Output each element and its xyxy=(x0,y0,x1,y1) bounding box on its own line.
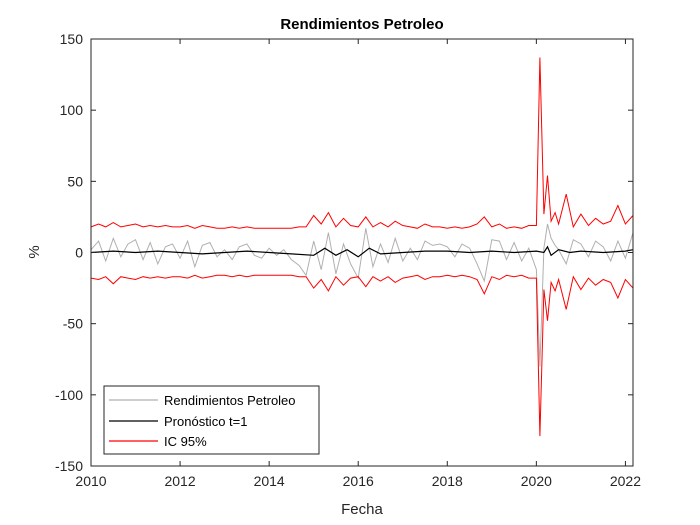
legend-label-pronostico: Pronóstico t=1 xyxy=(164,414,247,429)
x-tick-label: 2018 xyxy=(432,473,463,489)
y-tick-label: 150 xyxy=(60,31,84,47)
y-tick-label: 0 xyxy=(75,245,83,261)
x-tick-label: 2020 xyxy=(521,473,552,489)
y-tick-label: -150 xyxy=(55,458,83,474)
series-rendimientos-line xyxy=(90,223,634,367)
legend-label-ic95: IC 95% xyxy=(164,434,207,449)
x-tick-label: 2022 xyxy=(610,473,641,489)
y-axis-label: % xyxy=(26,245,43,258)
series-ic95-lower-line xyxy=(90,274,634,437)
x-tick-label: 2012 xyxy=(164,473,195,489)
legend-label-rendimientos: Rendimientos Petroleo xyxy=(164,393,296,408)
x-axis: 2010 2012 2014 2016 2018 2020 2022 xyxy=(75,39,641,489)
x-tick-label: 2014 xyxy=(254,473,285,489)
y-tick-label: -100 xyxy=(55,387,83,403)
legend: Rendimientos Petroleo Pronóstico t=1 IC … xyxy=(103,385,320,455)
y-axis: -150 -100 -50 0 50 100 150 xyxy=(55,31,633,474)
y-tick-label: -50 xyxy=(63,316,83,332)
series-pronostico-line xyxy=(90,245,634,258)
legend-box xyxy=(103,385,320,455)
x-axis-label: Fecha xyxy=(341,501,383,518)
chart-title: Rendimientos Petroleo xyxy=(280,16,443,33)
y-tick-label: 100 xyxy=(60,102,84,118)
y-tick-label: 50 xyxy=(67,173,83,189)
x-tick-label: 2016 xyxy=(343,473,374,489)
series-layer xyxy=(90,57,634,437)
x-tick-label: 2010 xyxy=(75,473,106,489)
series-ic95-upper-line xyxy=(90,57,634,229)
